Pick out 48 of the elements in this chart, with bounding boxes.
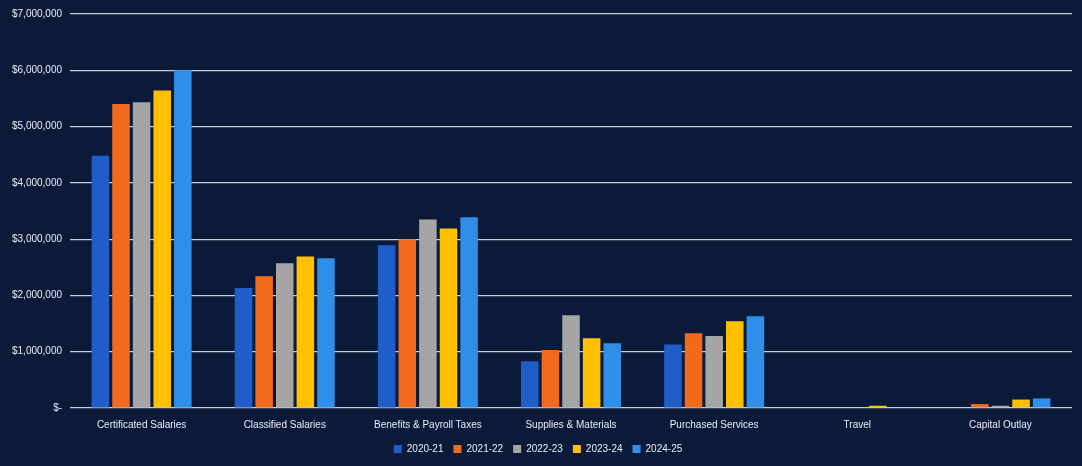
bar: [132, 102, 151, 408]
bar: [112, 104, 130, 408]
legend-label: 2024-25: [645, 442, 683, 454]
y-tick-label: $-: [53, 401, 63, 413]
bar: [684, 333, 703, 408]
bar: [91, 155, 110, 408]
x-tick-label: Purchased Services: [669, 418, 759, 430]
x-tick-label: Certificated Salaries: [96, 418, 187, 430]
bar: [275, 263, 294, 408]
bar: [521, 361, 539, 408]
bar: [398, 239, 417, 408]
bar: [255, 276, 273, 408]
bar: [746, 316, 765, 408]
bar: [419, 219, 437, 408]
bar: [460, 217, 478, 408]
y-tick-label: $4,000,000: [11, 176, 63, 188]
bar: [541, 350, 560, 408]
bar: [234, 288, 253, 408]
bar: [562, 315, 580, 408]
bar: [1032, 398, 1051, 408]
bar: [971, 404, 989, 408]
x-tick-label: Classified Salaries: [243, 418, 326, 430]
bar: [296, 256, 315, 408]
y-tick-label: $7,000,000: [11, 7, 63, 19]
y-tick-label: $3,000,000: [11, 232, 63, 244]
bar: [664, 344, 682, 408]
legend-label: 2020-21: [406, 442, 444, 454]
bar: [174, 70, 192, 408]
bar: [705, 335, 723, 408]
legend-label: 2022-23: [526, 442, 564, 454]
bar: [1012, 399, 1030, 408]
legend-label: 2023-24: [585, 442, 623, 454]
y-tick-label: $2,000,000: [11, 289, 63, 301]
x-tick-label: Travel: [843, 418, 872, 430]
bar: [439, 228, 458, 408]
y-tick-label: $5,000,000: [11, 120, 63, 132]
legend-label: 2021-22: [466, 442, 504, 454]
bar: [317, 258, 335, 408]
x-tick-label: Benefits & Payroll Taxes: [374, 418, 482, 430]
bar: [726, 321, 744, 408]
x-tick-label: Supplies & Materials: [525, 418, 617, 430]
x-tick-label: Capital Outlay: [969, 418, 1032, 430]
y-tick-label: $1,000,000: [11, 345, 63, 357]
bar: [377, 245, 396, 408]
bar: [582, 338, 601, 408]
bar: [603, 343, 622, 408]
y-tick-label: $6,000,000: [11, 64, 63, 76]
bar: [153, 90, 171, 408]
